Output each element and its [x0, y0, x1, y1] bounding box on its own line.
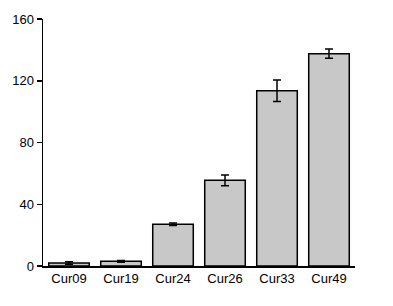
svg-text:Cur19: Cur19 [103, 271, 138, 286]
svg-text:Cur26: Cur26 [207, 271, 242, 286]
svg-text:Cur49: Cur49 [311, 271, 346, 286]
svg-text:160: 160 [12, 12, 34, 27]
svg-text:Cur09: Cur09 [51, 271, 86, 286]
svg-text:80: 80 [19, 135, 33, 150]
svg-text:40: 40 [19, 197, 33, 212]
svg-text:Cur24: Cur24 [155, 271, 190, 286]
svg-text:120: 120 [12, 73, 34, 88]
svg-text:0: 0 [27, 259, 34, 274]
svg-text:Cur33: Cur33 [259, 271, 294, 286]
